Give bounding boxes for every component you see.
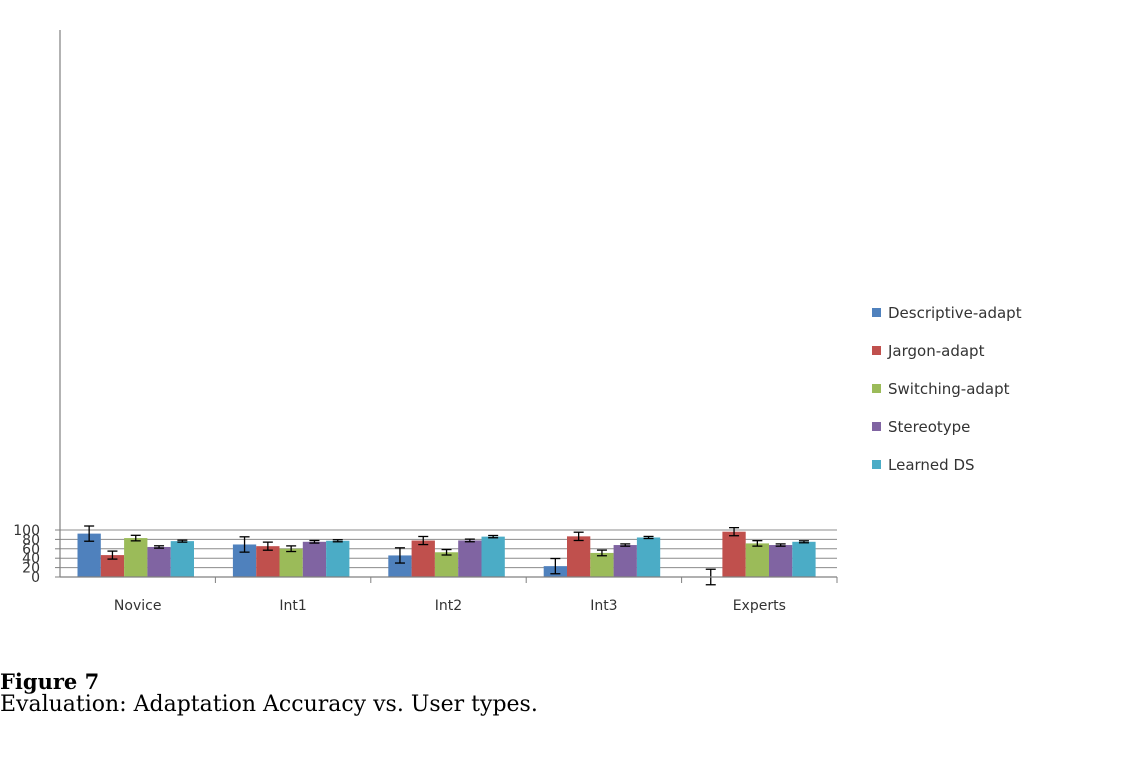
x-tick-label: Int3 <box>590 598 617 614</box>
legend-swatch <box>872 460 881 469</box>
legend-label: Switching-adapt <box>888 380 1010 398</box>
legend-swatch <box>872 346 881 355</box>
y-tick-label: 20 <box>22 561 40 577</box>
y-tick-label: 0 <box>31 570 40 586</box>
x-tick-label: Novice <box>114 598 162 614</box>
bar <box>388 555 412 577</box>
bar <box>170 541 194 577</box>
figure-number: Figure 7 <box>0 669 100 694</box>
x-tick-label: Experts <box>733 598 786 614</box>
bar <box>124 538 148 577</box>
x-tick-label: Int2 <box>435 598 462 614</box>
bar <box>147 546 171 577</box>
bar <box>77 533 101 577</box>
legend-label: Descriptive-adapt <box>888 304 1022 322</box>
bar <box>590 552 614 577</box>
bar <box>769 545 793 577</box>
bar <box>792 541 816 577</box>
x-tick-label: Int1 <box>279 598 306 614</box>
bar <box>302 541 327 577</box>
legend-swatch <box>872 308 881 317</box>
legend-label: Stereotype <box>888 418 970 436</box>
error-bars <box>84 525 809 586</box>
bar <box>232 544 257 577</box>
bar <box>279 548 303 577</box>
bars <box>77 531 816 577</box>
legend-label: Learned DS <box>888 456 975 474</box>
bar <box>434 552 459 577</box>
bar <box>481 536 505 577</box>
bar <box>100 555 125 577</box>
bar <box>636 537 661 577</box>
bar <box>745 543 769 577</box>
figure-caption: Evaluation: Adaptation Accuracy vs. User… <box>0 692 538 717</box>
bar <box>411 540 435 577</box>
bar <box>613 545 637 577</box>
bar <box>256 546 280 577</box>
bar <box>567 536 591 577</box>
y-tick-label: 100 <box>13 523 40 539</box>
bar <box>458 540 482 577</box>
y-tick-label: 60 <box>22 542 40 558</box>
legend: Descriptive-adapt Jargon-adapt Switching-a… <box>872 304 1022 474</box>
bar <box>722 531 746 577</box>
legend-swatch <box>872 422 881 431</box>
legend-swatch <box>872 384 881 393</box>
y-tick-label: 80 <box>22 532 40 548</box>
bar <box>326 540 350 577</box>
y-tick-label: 40 <box>22 551 40 567</box>
legend-label: Jargon-adapt <box>887 342 985 360</box>
